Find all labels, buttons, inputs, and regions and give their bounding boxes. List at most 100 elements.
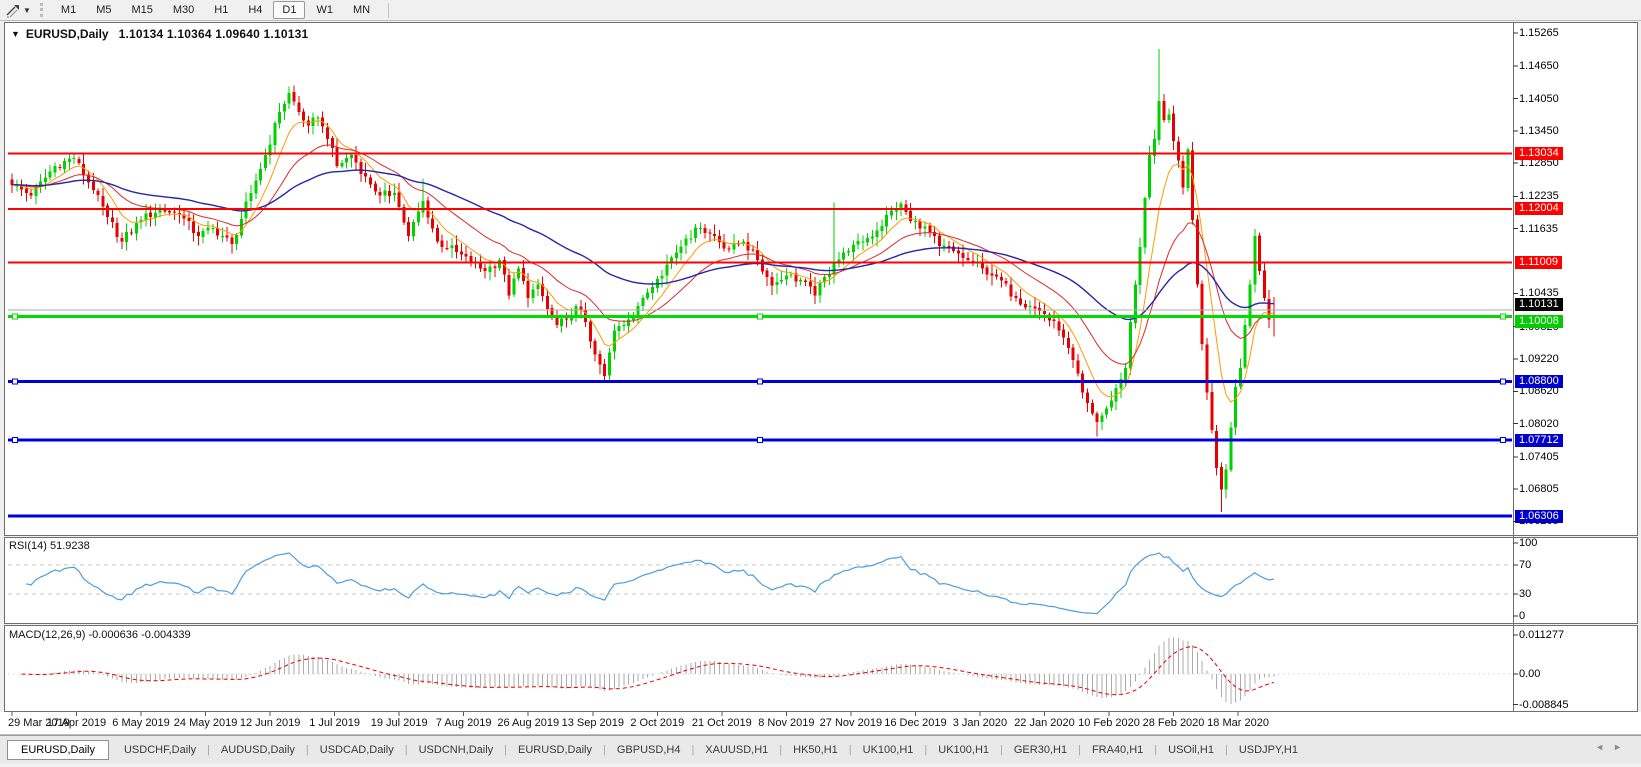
candle [287,86,291,109]
tab-usdchf-daily[interactable]: USDCHF,Daily [123,743,197,756]
price-axis-label: 1.15265 [1519,27,1559,39]
timeframe-button-m5[interactable]: M5 [96,4,112,16]
candle [531,283,535,304]
line-handle[interactable] [1500,378,1506,385]
tab-uk100-h1[interactable]: UK100,H1 [938,743,990,756]
candle [1267,289,1271,328]
line-handle[interactable] [757,378,763,385]
chart-ohlc: 1.10134 1.10364 1.09640 1.10131 [118,27,309,41]
candle [1234,379,1238,436]
candle [48,164,52,181]
candle [196,225,200,246]
candle [63,158,67,173]
tab-fra40-h1[interactable]: FRA40,H1 [1091,743,1144,756]
timeframe-button-m15[interactable]: M15 [131,4,153,16]
macd-axis-label: 0.00 [1519,668,1541,680]
timeframe-button-d1[interactable]: D1 [273,1,306,19]
candle [354,145,358,171]
candle [746,233,750,261]
candle [1009,276,1013,301]
candle [942,238,946,252]
tab-eurusd-daily[interactable]: EURUSD,Daily [7,739,109,760]
candle [1262,263,1266,301]
tab-eurusd-daily[interactable]: EURUSD,Daily [518,743,592,756]
candle [1062,323,1066,346]
rsi-label: RSI(14) 51.9238 [9,540,90,552]
candle [1105,405,1109,419]
tab-hk50-h1[interactable]: HK50,H1 [793,743,838,756]
candle [851,240,855,261]
line-handle[interactable] [1500,437,1506,444]
chart-title-caret: ▼ [11,29,20,39]
candle [894,201,898,221]
candle [1033,296,1037,317]
tab-separator: | [305,743,309,756]
date-label: 28 Feb 2020 [1142,717,1205,729]
tab-usdcad-daily[interactable]: USDCAD,Daily [319,743,394,756]
price-axis-label: 1.07405 [1519,450,1559,463]
candle [77,156,81,166]
tab-usdcnh-daily[interactable]: USDCNH,Daily [418,743,494,756]
candle [58,164,62,171]
line-handle[interactable] [12,378,18,385]
tab-separator: | [1000,743,1003,756]
candle [498,258,502,271]
candle [407,217,411,242]
timeframe-button-h4[interactable]: H4 [248,4,263,16]
candle [813,277,817,305]
candle [765,268,769,287]
tab-audusd-daily[interactable]: AUDUSD,Daily [220,743,295,756]
candle [990,264,994,286]
candle [369,174,372,188]
candle [364,163,368,183]
candle [775,272,779,294]
candle [727,246,731,253]
tab-usoil-h1[interactable]: USOil,H1 [1168,743,1214,756]
tab-usdjpy-h1[interactable]: USDJPY,H1 [1238,743,1298,756]
timeframe-button-h1[interactable]: H1 [214,4,229,16]
date-label: 16 Dec 2019 [884,717,947,729]
candle [641,295,645,311]
candle [1205,338,1209,400]
tool-dropdown-caret[interactable]: ▼ [23,5,31,15]
candle [1028,300,1032,315]
timeframe-toolbar: M1 M5 M15 M30 H1 H4 D1 W1 MN [51,1,380,19]
candle [483,264,487,279]
tab-scroll-right-icon[interactable]: ► [1613,742,1631,752]
candle [1181,155,1185,195]
candle [402,204,406,225]
line-handle[interactable] [12,437,18,444]
candle [1138,237,1142,295]
tab-scroll-left-icon[interactable]: ◄ [1595,742,1614,752]
line-handle[interactable] [757,437,763,444]
candle [512,273,516,297]
tab-uk100-h1[interactable]: UK100,H1 [862,743,914,756]
candle [445,240,449,251]
date-label: 6 May 2019 [112,717,170,729]
candle [928,222,932,238]
candle [956,246,960,264]
price-axis-label: 1.10435 [1519,287,1559,300]
timeframe-button-m30[interactable]: M30 [172,4,195,16]
candle [555,309,559,329]
crosshair-tool-button[interactable]: ▼ [0,2,34,19]
timeframe-button-m1[interactable]: M1 [60,4,77,16]
candle [885,206,889,234]
line-handle[interactable] [757,313,763,320]
date-label: 22 Jan 2020 [1014,717,1075,729]
date-label: 3 Jan 2020 [952,717,1008,729]
timeframe-button-mn[interactable]: MN [352,4,371,16]
candle [153,203,157,227]
candle [268,134,272,165]
timeframe-button-w1[interactable]: W1 [316,4,333,16]
line-handle[interactable] [12,313,18,320]
crosshair-tool-icon [6,4,19,18]
candle [1095,411,1099,437]
line-handle[interactable] [1500,313,1506,320]
tab-gbpusd-h4[interactable]: GBPUSD,H4 [616,743,681,756]
candle [1253,228,1257,293]
candle [340,159,344,169]
tab-xauusd-h1[interactable]: XAUUSD,H1 [705,743,769,756]
tab-ger30-h1[interactable]: GER30,H1 [1013,743,1068,756]
